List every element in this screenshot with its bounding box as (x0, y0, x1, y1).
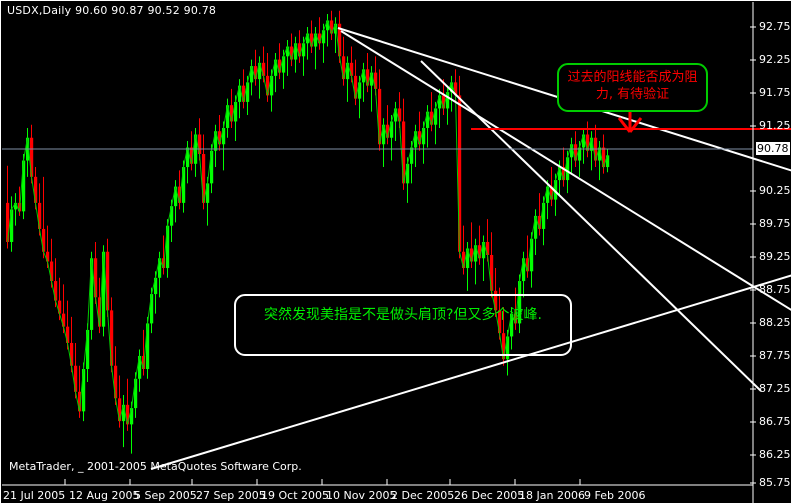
price-tick-label: 92.25 (759, 53, 791, 66)
trendlines-group (150, 27, 791, 470)
price-tick-label: 88.25 (759, 316, 791, 329)
head-shoulders-annotation-callout[interactable]: 突然发现美指是不是做头肩顶?但又多个波峰. (234, 294, 572, 356)
price-tick-label: 86.75 (759, 415, 791, 428)
time-tick-label: 2 Dec 2005 (391, 489, 455, 502)
head-shoulders-annotation-text: 突然发现美指是不是做头肩顶?但又多个波峰. (264, 307, 542, 323)
current-price-tag: 90.78 (756, 142, 790, 155)
resistance-annotation-callout[interactable]: 过去的阳线能否成为阻力, 有待验证 (557, 63, 708, 112)
price-tick-label: 92.75 (759, 20, 791, 33)
price-tick-label: 87.75 (759, 349, 791, 362)
resistance-annotation-text: 过去的阳线能否成为阻力, 有待验证 (567, 70, 698, 102)
copyright-notice: MetaTrader, _ 2001-2005 MetaQuotes Softw… (9, 460, 302, 473)
time-tick-label: 9 Feb 2006 (584, 489, 646, 502)
time-tick-label: 26 Dec 2005 (454, 489, 525, 502)
downtrend-steep (420, 60, 762, 392)
time-tick-label: 5 Sep 2005 (134, 489, 197, 502)
price-tick-label: 89.25 (759, 250, 791, 263)
price-tick-label: 86.25 (759, 448, 791, 461)
price-tick-label: 90.25 (759, 184, 791, 197)
price-tick-label: 85.75 (759, 476, 791, 489)
price-tick-label: 87.25 (759, 382, 791, 395)
price-tick-label: 91.75 (759, 86, 791, 99)
symbol-quote-header: USDX,Daily 90.60 90.87 90.52 90.78 (7, 4, 217, 17)
time-tick-label: 21 Jul 2005 (3, 489, 66, 502)
uptrend-support (150, 274, 791, 470)
price-tick-label: 88.75 (759, 283, 791, 296)
price-tick-label: 91.25 (759, 119, 791, 132)
downtrend-lower (340, 30, 791, 311)
time-tick-label: 27 Sep 2005 (196, 489, 266, 502)
time-tick-label: 10 Nov 2005 (326, 489, 397, 502)
candlestick-series (6, 10, 610, 454)
time-tick-label: 19 Oct 2005 (261, 489, 330, 502)
time-tick-label: 12 Aug 2005 (69, 489, 140, 502)
close-price-line (7, 19, 608, 425)
price-tick-label: 89.75 (759, 217, 791, 230)
time-tick-label: 18 Jan 2006 (519, 489, 585, 502)
